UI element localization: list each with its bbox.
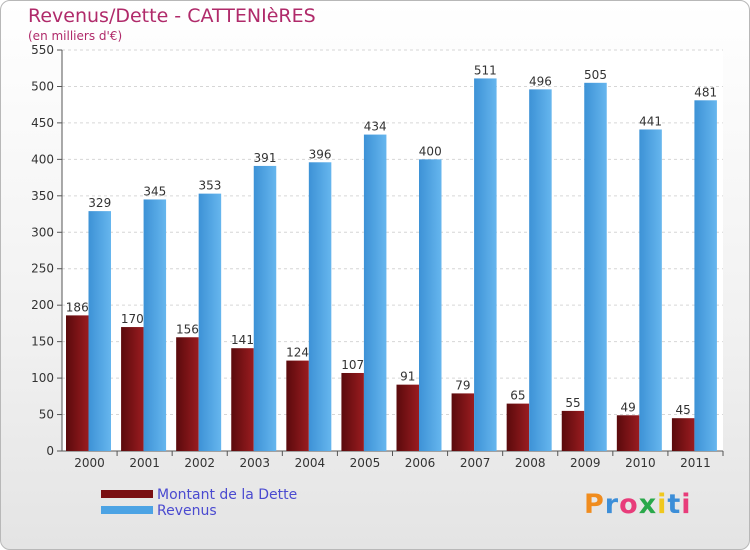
x-tick-label: 2007: [460, 456, 491, 470]
legend-swatch-revenus: [101, 506, 153, 514]
logo-letter: o: [619, 489, 639, 520]
x-tick-label: 2005: [350, 456, 381, 470]
value-label-dette: 49: [620, 400, 635, 414]
logo-letter: r: [604, 489, 620, 520]
logo-letter: x: [638, 489, 658, 520]
value-label-dette: 55: [565, 396, 580, 410]
y-tick-label: 100: [31, 371, 54, 385]
bar-revenus: [584, 82, 607, 452]
x-tick-label: 2006: [405, 456, 436, 470]
bar-revenus: [253, 165, 277, 451]
logo-letter: i: [681, 489, 692, 520]
bar-revenus: [419, 159, 442, 451]
legend-label-dette: Montant de la Dette: [157, 487, 298, 503]
value-label-dette: 107: [341, 358, 364, 372]
x-tick-label: 2001: [129, 456, 160, 470]
y-tick-label: 0: [46, 444, 54, 458]
bar-dette: [671, 418, 695, 451]
value-label-revenus: 391: [254, 151, 277, 165]
bar-dette: [286, 360, 309, 451]
value-label-revenus: 441: [639, 114, 662, 128]
bar-revenus: [529, 89, 552, 451]
bar-dette: [506, 403, 530, 451]
value-label-dette: 156: [176, 322, 199, 336]
plot-area: [62, 50, 723, 451]
bar-revenus: [694, 100, 717, 451]
bar-dette: [176, 337, 199, 451]
bar-revenus: [639, 129, 662, 452]
chart-subtitle: (en milliers d'€): [28, 29, 123, 43]
x-tick-label: 2008: [515, 456, 546, 470]
value-label-dette: 91: [400, 370, 415, 384]
value-label-revenus: 505: [584, 68, 607, 82]
bar-revenus: [474, 78, 497, 452]
value-label-revenus: 496: [529, 74, 552, 88]
y-tick-label: 150: [31, 335, 54, 349]
y-tick-label: 400: [31, 152, 54, 166]
bar-dette: [396, 384, 419, 451]
bar-revenus: [308, 162, 332, 451]
chart-title: Revenus/Dette - CATTENIèRES: [28, 5, 316, 27]
value-label-dette: 170: [121, 312, 144, 326]
value-label-dette: 45: [676, 403, 691, 417]
proxiti-logo: Proxiti: [584, 489, 692, 520]
y-tick-label: 500: [31, 79, 54, 93]
value-label-dette: 79: [455, 378, 470, 392]
y-tick-label: 300: [31, 225, 54, 239]
value-label-revenus: 400: [419, 144, 442, 158]
value-label-revenus: 434: [364, 120, 387, 134]
x-tick-label: 2009: [570, 456, 601, 470]
x-tick-label: 2010: [625, 456, 656, 470]
x-tick-label: 2000: [74, 456, 105, 470]
bar-dette: [341, 372, 364, 451]
bar-dette: [451, 393, 475, 451]
bar-dette: [616, 415, 640, 451]
legend-label-revenus: Revenus: [157, 503, 217, 519]
value-label-dette: 141: [231, 333, 254, 347]
bar-dette: [66, 315, 89, 451]
logo-letter: i: [657, 489, 668, 520]
y-tick-label: 200: [31, 298, 54, 312]
y-tick-label: 450: [31, 116, 54, 130]
value-label-revenus: 353: [198, 179, 221, 193]
value-label-revenus: 481: [694, 85, 717, 99]
y-tick-label: 550: [31, 43, 54, 57]
legend-swatch-dette: [101, 490, 153, 498]
bar-dette: [231, 348, 254, 451]
value-label-revenus: 345: [143, 184, 166, 198]
bar-dette: [121, 327, 144, 451]
value-label-revenus: 396: [309, 147, 332, 161]
y-tick-label: 350: [31, 189, 54, 203]
bar-revenus: [198, 193, 222, 451]
x-tick-label: 2003: [240, 456, 271, 470]
value-label-dette: 186: [66, 300, 89, 314]
logo-letter: P: [584, 489, 605, 520]
x-tick-label: 2004: [295, 456, 326, 470]
value-label-dette: 124: [286, 346, 309, 360]
value-label-dette: 65: [510, 389, 525, 403]
x-tick-label: 2002: [184, 456, 215, 470]
value-label-revenus: 511: [474, 63, 497, 77]
bar-revenus: [363, 134, 387, 452]
value-label-revenus: 329: [88, 196, 111, 210]
logo-letter: t: [667, 489, 682, 520]
y-tick-label: 250: [31, 262, 54, 276]
bar-revenus: [143, 199, 167, 451]
x-tick-label: 2011: [680, 456, 711, 470]
bar-dette: [561, 410, 585, 451]
y-tick-label: 50: [39, 408, 54, 422]
bar-revenus: [88, 211, 111, 451]
